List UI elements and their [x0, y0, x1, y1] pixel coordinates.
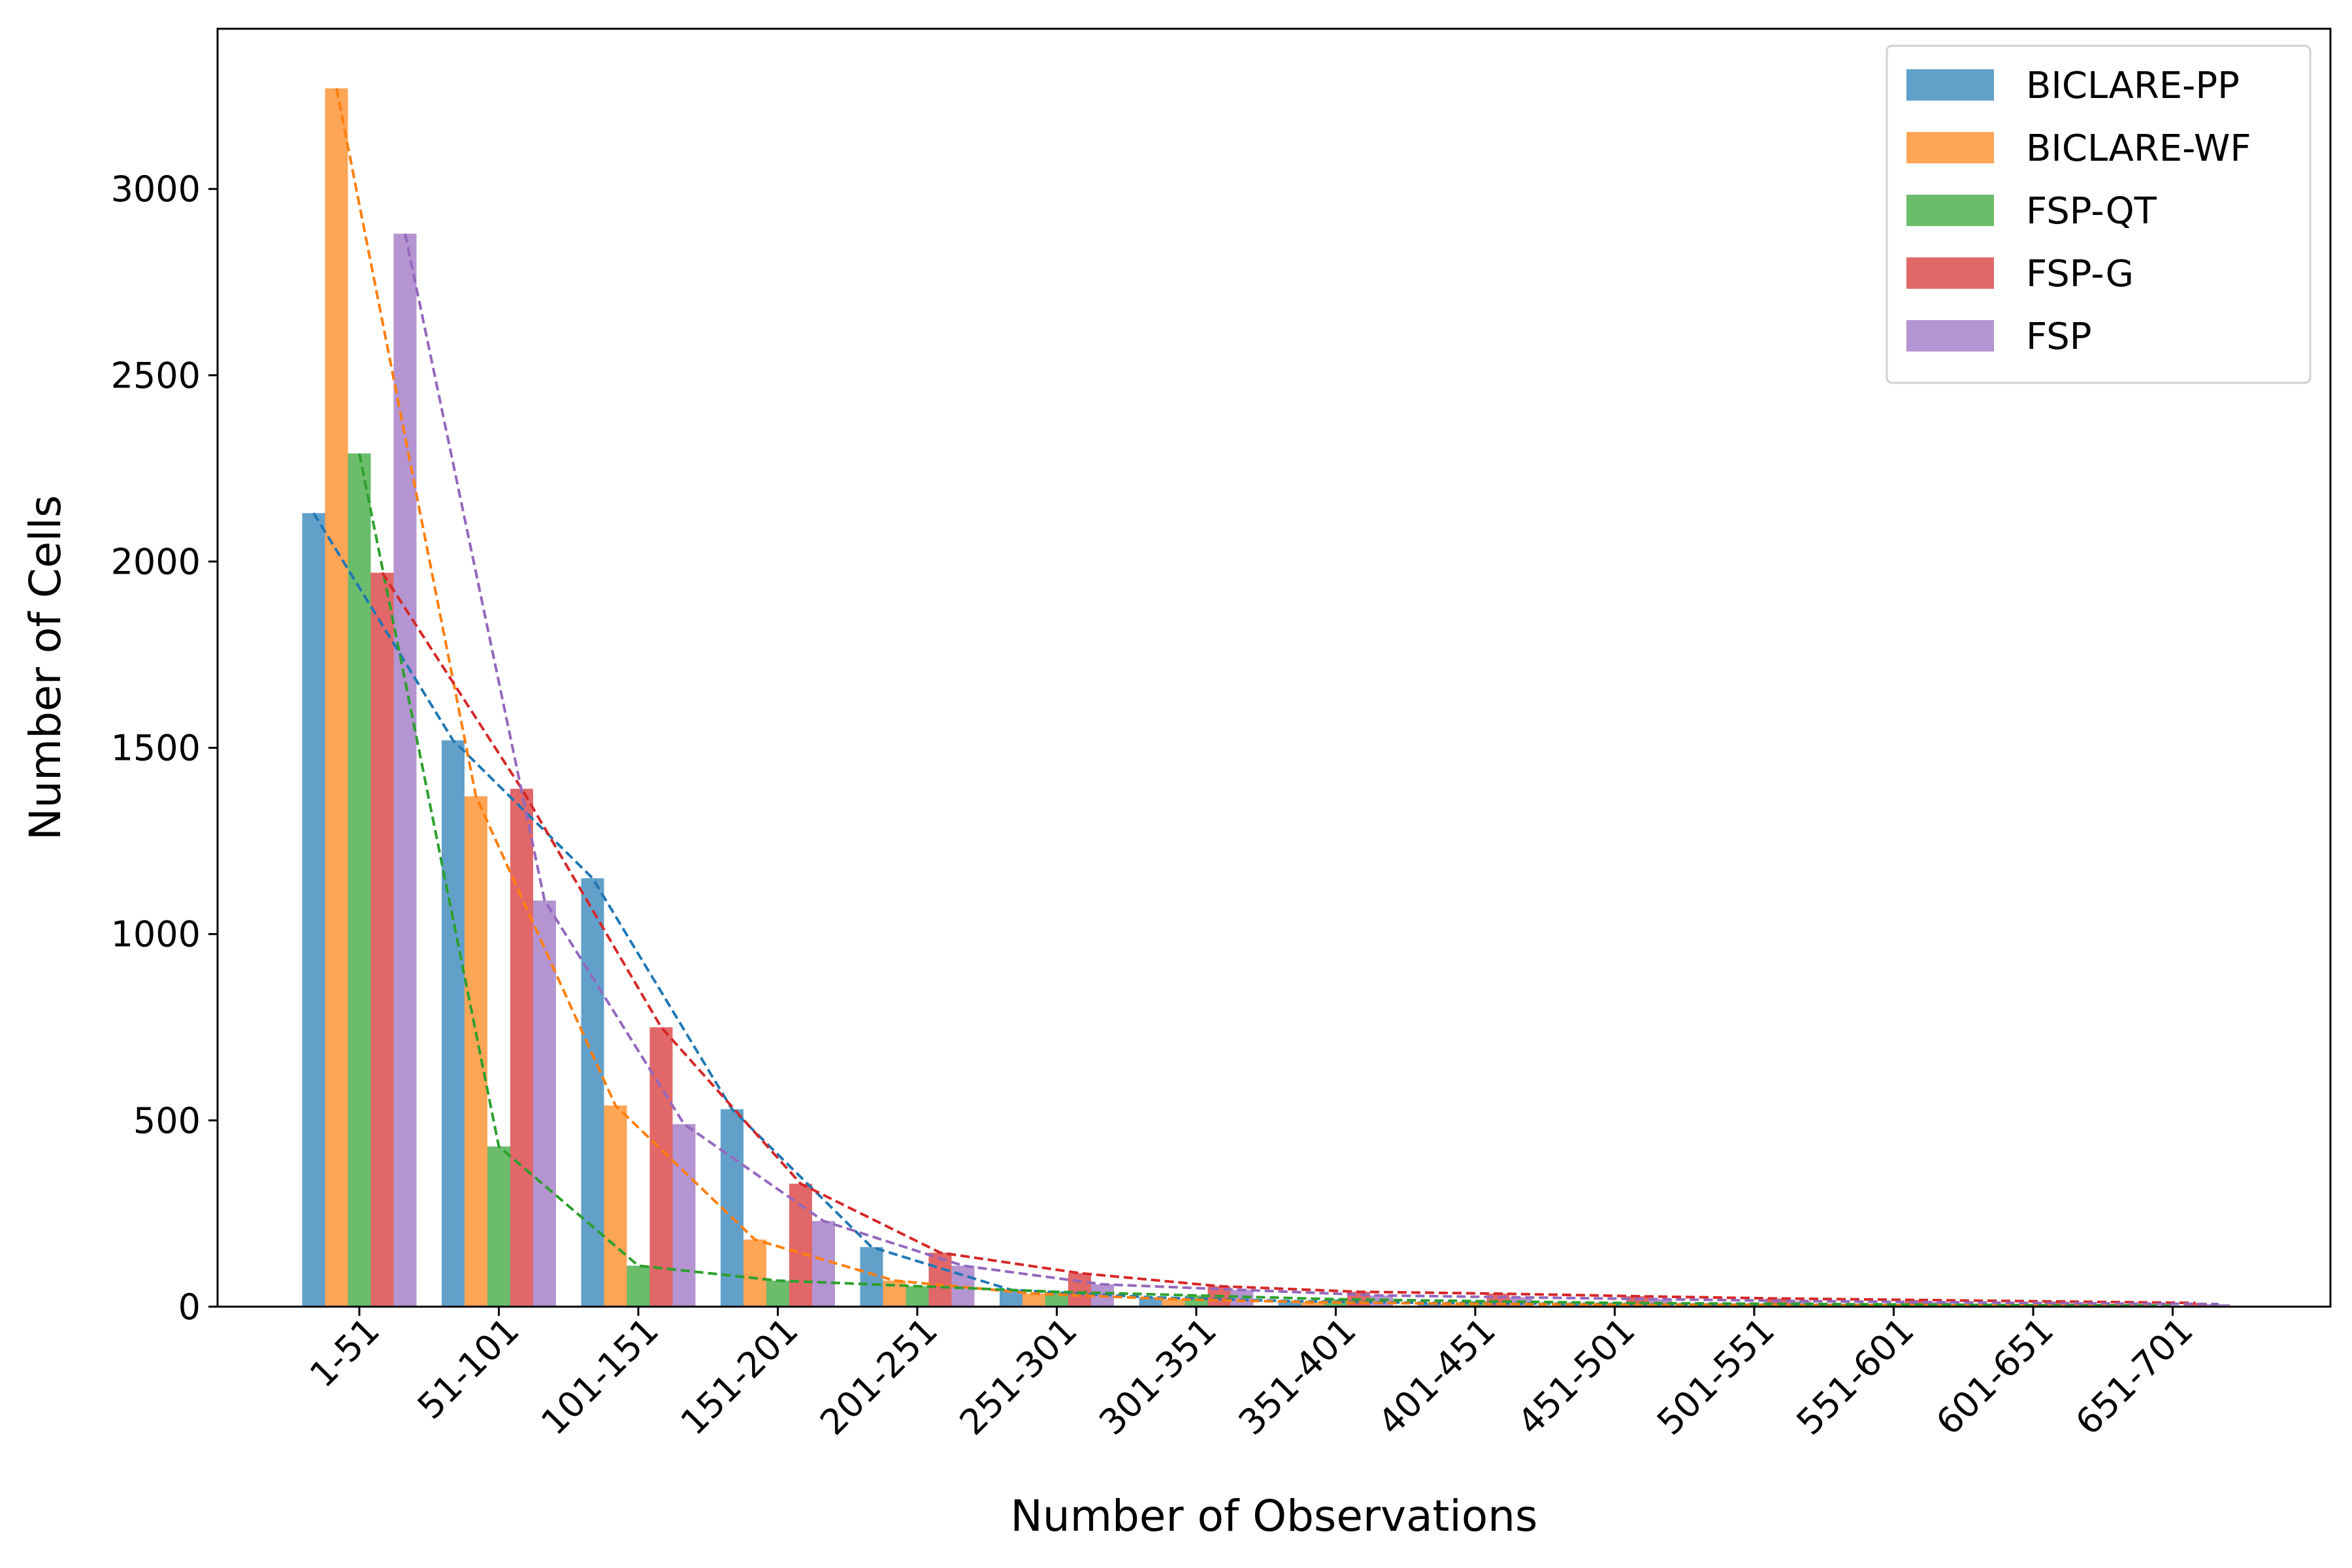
- x-tick-label-10: 501-551: [1649, 1310, 1782, 1443]
- legend-box: [1886, 44, 2311, 384]
- bar-1-3: [743, 1239, 766, 1307]
- bar-1-5: [1022, 1294, 1045, 1307]
- plot-frame: [216, 27, 2332, 1308]
- x-tick-label-1: 51-101: [410, 1310, 527, 1428]
- y-tick-label-5: 2500: [111, 355, 201, 396]
- legend-swatch-3: [1906, 257, 1994, 289]
- x-tick-label-4: 201-251: [812, 1310, 945, 1443]
- legend-label-3: FSP-G: [2026, 253, 2134, 295]
- x-axis: 1-51 51-101 101-151 151-201 201-251 251-301 30…: [302, 1307, 2201, 1443]
- bar-2-4: [906, 1286, 929, 1307]
- bar-0-8: [1418, 1303, 1441, 1307]
- bar-1-9: [1580, 1304, 1603, 1307]
- bar-2-0: [348, 453, 371, 1307]
- legend-label-2: FSP-QT: [2026, 190, 2157, 233]
- x-tick-label-11: 551-601: [1789, 1310, 1922, 1443]
- y-tick-label-6: 3000: [111, 169, 201, 210]
- bar-3-1: [510, 789, 533, 1307]
- bar-3-3: [789, 1183, 812, 1307]
- y-tick-label-2: 1000: [111, 914, 201, 955]
- bar-3-4: [928, 1252, 952, 1307]
- bar-1-2: [604, 1105, 627, 1307]
- bar-4-0: [393, 233, 417, 1307]
- trend-line-2: [358, 453, 2173, 1307]
- bar-4-2: [672, 1124, 696, 1307]
- legend-label-0: BICLARE-PP: [2026, 65, 2240, 107]
- x-tick-label-3: 151-201: [673, 1310, 806, 1443]
- legend-label-1: BICLARE-WF: [2026, 127, 2251, 170]
- bar-0-2: [581, 878, 604, 1307]
- legend-swatch-1: [1906, 132, 1994, 163]
- trend-line-4: [404, 233, 2219, 1306]
- y-axis-title: Number of Cells: [20, 495, 71, 840]
- bar-4-1: [533, 900, 556, 1307]
- x-tick-label-8: 401-451: [1370, 1310, 1503, 1443]
- legend-label-4: FSP: [2026, 316, 2092, 358]
- x-axis-title: Number of Observations: [1011, 1491, 1538, 1541]
- x-tick-label-0: 1-51: [302, 1310, 387, 1396]
- y-axis: 0 500 1000 1500 2000 2500 3000: [111, 169, 218, 1328]
- bar-0-7: [1279, 1301, 1301, 1307]
- bar-0-4: [860, 1247, 883, 1307]
- bar-0-1: [442, 740, 465, 1307]
- bar-1-6: [1162, 1299, 1185, 1307]
- y-tick-label-0: 0: [178, 1286, 201, 1328]
- x-tick-label-7: 351-401: [1231, 1310, 1364, 1443]
- bar-1-1: [465, 796, 487, 1307]
- trend-lines-layer: [312, 88, 2219, 1307]
- legend: BICLARE-PP BICLARE-WF FSP-QT FSP-G FSP: [1886, 44, 2311, 384]
- legend-swatch-0: [1906, 69, 1994, 101]
- bars-layer: [302, 88, 2230, 1307]
- bar-4-13: [2207, 1304, 2230, 1307]
- y-tick-label-4: 2000: [111, 541, 201, 582]
- x-tick-label-13: 651-701: [2068, 1310, 2201, 1443]
- x-tick-label-6: 301-351: [1091, 1310, 1224, 1443]
- bar-1-7: [1301, 1302, 1324, 1307]
- x-tick-label-9: 451-501: [1510, 1310, 1643, 1443]
- x-tick-label-12: 601-651: [1928, 1310, 2061, 1443]
- legend-swatch-4: [1906, 320, 1994, 351]
- bar-2-1: [487, 1146, 510, 1307]
- bar-3-2: [649, 1027, 673, 1307]
- trend-line-3: [381, 572, 2196, 1305]
- bar-3-0: [370, 572, 394, 1307]
- x-tick-label-2: 101-151: [533, 1310, 666, 1443]
- bar-3-5: [1068, 1273, 1091, 1307]
- bar-1-8: [1441, 1303, 1464, 1307]
- x-tick-label-5: 251-301: [952, 1310, 1085, 1443]
- bar-2-2: [627, 1266, 650, 1307]
- bar-2-3: [766, 1281, 789, 1307]
- legend-swatch-2: [1906, 195, 1994, 226]
- bar-3-13: [2184, 1303, 2207, 1307]
- bar-1-0: [325, 88, 348, 1307]
- y-tick-label-3: 1500: [111, 728, 201, 769]
- bar-4-6: [1230, 1290, 1254, 1307]
- bar-4-3: [812, 1220, 835, 1307]
- bar-0-0: [302, 513, 325, 1307]
- y-tick-label-1: 500: [133, 1100, 201, 1141]
